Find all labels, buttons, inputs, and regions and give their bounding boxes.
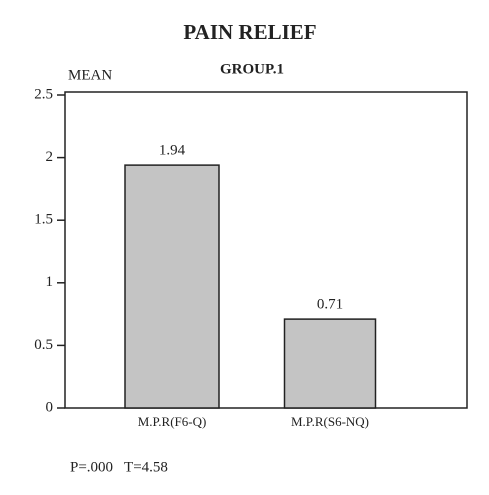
y-tick-label: 2.5 xyxy=(34,86,53,102)
y-tick-label: 0.5 xyxy=(34,337,53,353)
y-axis-label: MEAN xyxy=(68,67,112,83)
x-tick-label: M.P.R(F6-Q) xyxy=(138,414,207,429)
plot-frame xyxy=(64,91,468,409)
y-tick-label: 1.5 xyxy=(34,212,53,228)
annotation: P=.000 T=4.58 xyxy=(70,459,168,475)
chart-subtitle: GROUP.1 xyxy=(220,61,284,77)
data-label: 1.94 xyxy=(159,143,186,159)
chart-title: PAIN RELIEF xyxy=(183,20,316,44)
y-tick-label: 0 xyxy=(46,399,54,415)
data-label: 0.71 xyxy=(317,297,343,313)
y-tick-label: 1 xyxy=(46,274,54,290)
bar xyxy=(124,164,220,409)
x-tick-label: M.P.R(S6-NQ) xyxy=(291,414,369,429)
bar xyxy=(283,318,377,409)
y-tick-label: 2 xyxy=(46,149,54,165)
